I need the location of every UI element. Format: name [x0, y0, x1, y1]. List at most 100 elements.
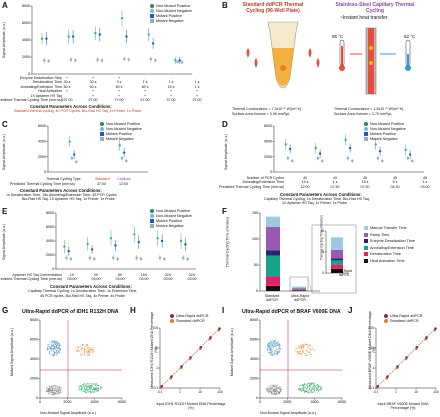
droplet-point	[81, 347, 83, 349]
panel-f-ylabel: Thermal Cycling Time (minutes)	[225, 216, 230, 268]
table-cell: +	[169, 93, 173, 98]
x-tick-label: 100	[433, 390, 439, 394]
droplet-point	[276, 345, 278, 347]
droplet-point	[85, 387, 87, 389]
droplet-point	[55, 342, 57, 344]
droplet-point	[270, 345, 272, 347]
table-row-label: Annealing/Extension Time	[242, 180, 284, 185]
droplet-point	[310, 383, 312, 385]
droplet-point	[92, 387, 94, 389]
table-cell: -	[170, 76, 172, 80]
droplet-point	[51, 342, 53, 344]
table-cell: 16X	[140, 273, 148, 277]
table-cell: 67:00	[140, 98, 150, 102]
table-cell: 15 s	[361, 180, 369, 185]
table-cell: 03:00	[163, 277, 173, 282]
data-point	[139, 257, 143, 261]
droplet-point	[83, 386, 85, 388]
droplet-point	[278, 387, 280, 389]
y-tick-label: 100	[252, 237, 258, 241]
droplet-point	[56, 352, 58, 354]
droplet-point	[276, 390, 278, 392]
droplet-point	[59, 388, 61, 390]
x-tick-label: 6000	[338, 400, 346, 404]
data-point	[137, 240, 140, 244]
droplet-point	[83, 388, 85, 390]
droplet-point	[272, 350, 274, 352]
x-tick-label: 0.1	[158, 390, 163, 394]
droplet-point	[81, 387, 83, 389]
y-tick-label: 6000	[38, 124, 46, 128]
droplet-point	[86, 344, 88, 346]
legend-item: Non-Mutant Negative	[156, 214, 192, 218]
droplet-point	[319, 387, 321, 389]
droplet-point	[46, 349, 48, 351]
droplet-point	[59, 343, 61, 345]
data-point	[74, 59, 77, 62]
data-point	[154, 59, 157, 62]
y-tick-label: 6000	[30, 338, 38, 342]
droplet-point	[81, 390, 83, 392]
droplet-point	[300, 350, 302, 352]
y-tick-label: 100	[369, 326, 375, 330]
droplet-point	[302, 345, 304, 347]
droplet-point	[77, 349, 79, 351]
droplet-point	[313, 390, 315, 392]
droplet-point	[309, 348, 311, 350]
droplet-point	[49, 347, 51, 349]
legend-item: Ultra-Rapid ddPCR	[390, 314, 423, 318]
droplet-point	[87, 392, 89, 394]
droplet-point	[59, 347, 61, 349]
droplet-point	[279, 348, 281, 350]
droplet-point	[88, 385, 90, 387]
droplet-point	[311, 346, 313, 348]
droplet-point	[304, 383, 306, 385]
droplet-point	[88, 352, 90, 354]
droplet-point	[91, 351, 93, 353]
legend-item: Mutant Negative	[370, 137, 398, 141]
droplet-point	[79, 353, 81, 355]
legend-item: Non-Mutant Positive	[106, 122, 141, 126]
data-point-ultra	[199, 345, 203, 349]
droplet-point	[84, 353, 86, 355]
droplet-point	[56, 354, 58, 356]
droplet-point	[53, 349, 55, 351]
droplet-point	[267, 388, 269, 390]
droplet-point	[90, 387, 92, 389]
panel-e-const-title: Constant Parameters Across Conditions:	[50, 284, 132, 289]
droplet-point	[271, 342, 273, 344]
panel-b-left-area: Surface Area:Volume = 0.96 mm²/µL	[232, 112, 291, 116]
droplet-point	[56, 343, 58, 345]
droplet-point	[53, 346, 55, 348]
droplet-point	[99, 388, 101, 390]
droplet-point	[320, 387, 322, 389]
droplet-point	[301, 349, 303, 351]
droplet-point	[272, 384, 274, 386]
droplet-point	[53, 384, 55, 386]
droplet-point	[298, 350, 300, 352]
y-tick-label: 8000	[22, 4, 30, 8]
droplet-point	[49, 385, 51, 387]
droplet-point	[305, 343, 307, 345]
droplet-point	[82, 354, 84, 356]
droplet-point	[301, 345, 303, 347]
droplet-point	[270, 393, 272, 395]
droplet-point	[52, 350, 54, 352]
droplet-point	[54, 387, 56, 389]
droplet-point	[303, 390, 305, 392]
data-point-ultra	[415, 345, 419, 349]
droplet-point	[47, 388, 49, 390]
droplet-point	[89, 348, 91, 350]
droplet-point	[89, 388, 91, 390]
droplet-point	[320, 388, 322, 390]
data-point	[178, 59, 181, 62]
droplet-point	[268, 391, 270, 393]
panel-b-temp2: 62 °C	[404, 34, 416, 39]
droplet-point	[269, 342, 271, 344]
table-cell: 22X	[164, 273, 172, 277]
table-cell: 1 s	[194, 84, 200, 89]
panel-d-ylabel: Signal Amplitude (a.u.)	[224, 133, 229, 171]
droplet-point	[303, 391, 305, 393]
legend-item: Mutant Negative	[156, 224, 184, 228]
droplet-point	[84, 389, 86, 391]
